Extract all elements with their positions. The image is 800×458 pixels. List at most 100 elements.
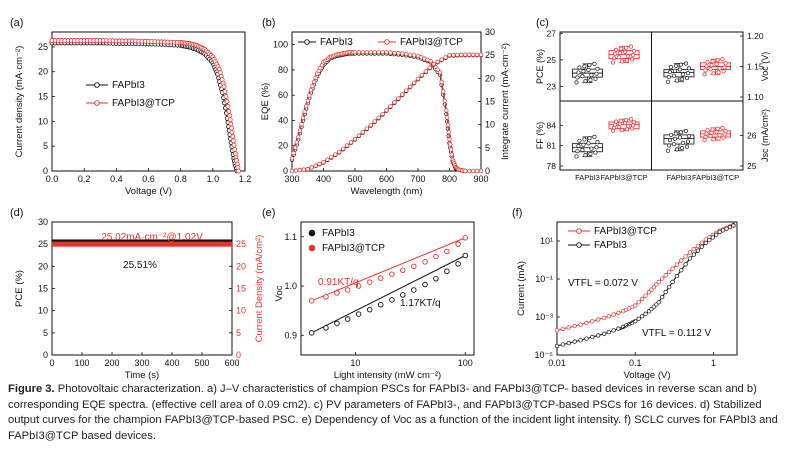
panel-b-series-point — [376, 115, 381, 120]
panel-f-series-point — [666, 284, 672, 290]
panel-c-box-point — [617, 50, 623, 56]
panel-f-series-point — [601, 315, 607, 321]
panel-a-series-point — [225, 104, 231, 109]
panel-c-box-point — [677, 67, 683, 72]
panel-c-box-point — [679, 146, 685, 151]
panel-c-box-point — [674, 147, 680, 152]
panel-c-box-point — [702, 138, 707, 143]
panel-f-annotation-tcp: VTFL = 0.072 V — [568, 278, 638, 289]
panel-b-series-point — [321, 160, 326, 165]
panel-b-y-label: EQE (%) — [260, 83, 271, 120]
panel-f-series-point — [590, 319, 595, 324]
panel-e-label: (e) — [262, 207, 275, 219]
panel-b-y-tick-label: 80 — [278, 65, 288, 75]
panel-c-box-point — [710, 127, 715, 132]
panel-f-series-point — [660, 294, 665, 300]
panel-a-legend-text: FAPbI3@TCP — [112, 98, 175, 109]
panel-e-x-label: Light intensity (mW cm⁻²) — [334, 370, 441, 380]
panel-f-series-point — [566, 325, 571, 330]
panel-f-series-point — [590, 334, 595, 340]
panel-c-y-tick-label: 81 — [547, 141, 557, 151]
panel-a-series-point — [228, 121, 234, 127]
panel-c-box-point — [622, 49, 628, 54]
panel-f-series-point — [636, 300, 641, 305]
panel-f-series-point — [560, 326, 566, 332]
panel-a-legend-marker — [94, 82, 100, 88]
panel-c-box-point — [717, 66, 722, 71]
panel-d-y-tick-label: 10 — [38, 306, 48, 316]
panel-c-box-point — [685, 139, 691, 144]
panel-f-series-point — [731, 223, 736, 228]
panel-b-series-point — [329, 154, 334, 160]
panel-e-series-point — [355, 311, 362, 317]
panel-c-box-point — [678, 130, 684, 135]
panel-b-series-point — [304, 104, 309, 109]
panel-b-series-point — [308, 87, 314, 93]
panel-c-box-point — [704, 64, 709, 69]
panel-c-box-point — [577, 65, 582, 70]
panel-c-box-point — [677, 135, 683, 140]
panel-d-series-band — [52, 241, 232, 247]
panel-c-box-point — [720, 125, 725, 130]
panel-b-series-point — [289, 156, 295, 161]
panel-b-series-point — [444, 108, 449, 113]
panel-f-series-point — [572, 323, 577, 329]
panel-b-series-point — [364, 50, 369, 55]
panel-f-series-point — [633, 303, 638, 308]
panel-c-box-point — [717, 133, 722, 138]
panel-b-series-point — [333, 152, 338, 157]
panel-e-series-point — [455, 241, 461, 247]
panel-f-legend-marker — [576, 242, 582, 248]
panel-e-annotation-tcp: 0.91KT/q — [318, 277, 359, 288]
panel-d-y-tick-label: 0 — [43, 350, 48, 360]
panel-e-series-point — [444, 268, 450, 275]
panel-a-y-tick-label: 10 — [38, 116, 48, 126]
panel-e-series-point — [411, 287, 417, 293]
panel-c-box-point — [723, 61, 728, 66]
panel-b-series-point — [478, 52, 484, 57]
panel-c-box-point — [628, 117, 634, 122]
panel-f-series-point — [724, 226, 729, 231]
panel-f-series-point — [651, 284, 657, 290]
panel-f-series-point — [572, 339, 577, 344]
panel-b-series-point — [447, 53, 452, 58]
panel-b-series-point — [449, 152, 455, 157]
panel-f-series-point — [639, 296, 645, 302]
panel-f-series-point — [560, 342, 566, 347]
panel-f-series-point — [654, 282, 659, 287]
panel-a-y-label: Current density (mA·cm⁻²) — [14, 46, 25, 158]
panel-c-box-point — [673, 63, 679, 68]
panel-c-y2-tick-label: 1.15 — [747, 62, 764, 72]
panel-b-series-point — [455, 52, 460, 58]
panel-c-category-label: FAPbI3@TCP — [600, 173, 647, 182]
panel-f-series-point — [691, 252, 697, 257]
panel-b-series-point — [289, 168, 295, 174]
figure-panels: (a)0.0 0.2 0.4 0.6 0.8 1.0 1.20510152025Voltag… — [10, 17, 770, 380]
panel-e-y-tick-label: 1.1 — [284, 232, 297, 242]
panel-b-series-point — [439, 79, 444, 85]
panel-b-series-point — [407, 84, 413, 89]
panel-c-box-point — [666, 143, 672, 148]
panel-c-box-point — [593, 150, 598, 155]
panel-c-box-point — [625, 54, 631, 59]
panel-a-y-tick-label: 25 — [38, 42, 48, 52]
panel-c-y-tick-label: 84 — [547, 120, 557, 130]
panel-c-box-point — [595, 66, 600, 71]
panel-d-y-tick-label: 30 — [38, 217, 48, 227]
panel-c-box-point — [576, 70, 581, 75]
caption-text: Photovoltaic characterization. a) J–V ch… — [8, 383, 778, 442]
panel-c-box-point — [709, 63, 714, 68]
panel-b-y2-tick-label: 30 — [485, 27, 495, 37]
panel-c-y-tick-label: 78 — [547, 161, 557, 171]
panel-f-series-point — [670, 266, 675, 271]
panel-f-series-point — [578, 338, 583, 343]
panel-b-series-point — [427, 65, 432, 70]
panel-c-category-label: FAPbI3@TCP — [692, 173, 739, 182]
panel-f-series-point — [691, 247, 697, 252]
panel-c-box-point — [720, 57, 725, 62]
panel-d-x-tick-label: 200 — [104, 358, 119, 368]
panel-c-box-point — [683, 128, 689, 133]
panel-b-series-point — [478, 168, 484, 174]
panel-e-series-point — [344, 316, 351, 322]
panel-b-series-point — [445, 122, 451, 128]
